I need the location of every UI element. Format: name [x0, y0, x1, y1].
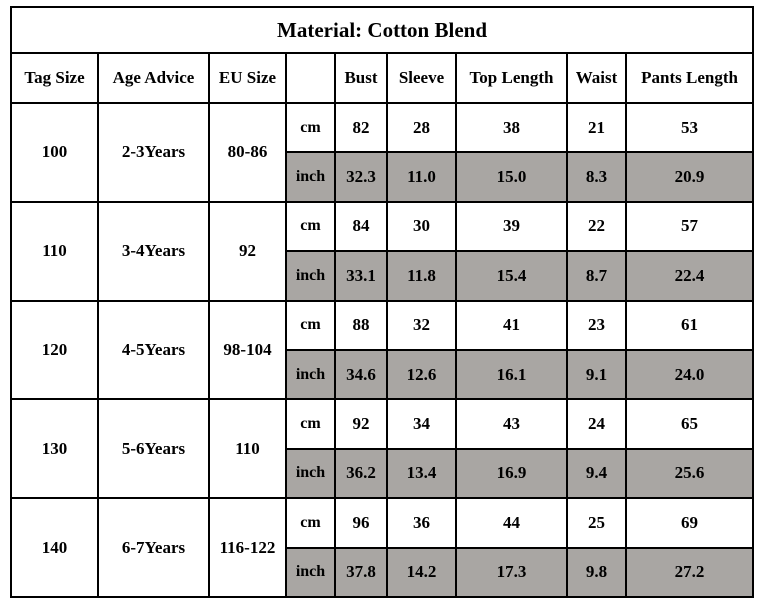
- top-length-inch-cell: 16.9: [455, 447, 568, 500]
- tag-size-cell: 110: [10, 200, 99, 302]
- unit-cm-cell: cm: [285, 398, 336, 450]
- unit-inch-cell: inch: [285, 348, 336, 401]
- sleeve-inch-cell: 12.6: [386, 348, 457, 401]
- header-eu-size: EU Size: [208, 52, 287, 104]
- sleeve-inch-cell: 14.2: [386, 546, 457, 599]
- bust-inch-cell: 33.1: [334, 250, 388, 302]
- header-tag-size: Tag Size: [10, 52, 99, 104]
- tag-size-cell: 120: [10, 299, 99, 401]
- top-length-cm-cell: 41: [455, 299, 568, 351]
- unit-inch-cell: inch: [285, 151, 336, 203]
- waist-cm-cell: 21: [566, 101, 627, 154]
- bust-inch-cell: 34.6: [334, 348, 388, 401]
- bust-inch-cell: 36.2: [334, 447, 388, 500]
- top-length-inch-cell: 17.3: [455, 546, 568, 599]
- pants-length-inch-cell: 24.0: [624, 348, 755, 401]
- waist-inch-cell: 9.8: [566, 546, 627, 599]
- header-pants-length: Pants Length: [624, 52, 755, 104]
- size-table-body: 100 2-3Years 80-86 cm 82 28 38 21 53 inch 32.3 11.0…: [10, 101, 755, 599]
- age-advice-cell: 4-5Years: [97, 299, 210, 401]
- unit-inch-cell: inch: [285, 250, 336, 302]
- header-bust: Bust: [334, 52, 388, 104]
- waist-cm-cell: 22: [566, 200, 627, 253]
- eu-size-cell: 116-122: [208, 497, 287, 598]
- table-row-inch: inch 33.1 11.8 15.4 8.7 22.4: [11, 250, 755, 302]
- header-top-length: Top Length: [455, 52, 568, 104]
- header-unit: [285, 52, 336, 104]
- pants-length-cm-cell: 57: [624, 200, 755, 253]
- age-advice-cell: 2-3Years: [97, 102, 210, 203]
- eu-size-cell: 92: [208, 200, 287, 302]
- bust-cm-cell: 84: [334, 200, 388, 253]
- age-advice-cell: 3-4Years: [97, 200, 210, 302]
- pants-length-cm-cell: 61: [624, 299, 755, 351]
- table-row-cm: 120 4-5Years 98-104 cm 88 32 41 23 61: [10, 299, 755, 401]
- top-length-inch-cell: 16.1: [455, 348, 568, 401]
- age-advice-cell: 5-6Years: [97, 398, 210, 500]
- bust-cm-cell: 96: [334, 497, 388, 549]
- sleeve-cm-cell: 28: [386, 101, 457, 154]
- waist-inch-cell: 9.4: [566, 447, 627, 500]
- top-length-cm-cell: 44: [455, 497, 568, 549]
- waist-cm-cell: 24: [566, 398, 627, 450]
- pants-length-inch-cell: 25.6: [624, 447, 755, 500]
- eu-size-cell: 98-104: [208, 299, 287, 401]
- pants-length-cm-cell: 69: [624, 497, 755, 549]
- tag-size-cell: 100: [10, 102, 99, 203]
- waist-inch-cell: 9.1: [566, 348, 627, 401]
- header-sleeve: Sleeve: [386, 52, 457, 104]
- bust-cm-cell: 82: [334, 101, 388, 154]
- tag-size-cell: 130: [10, 398, 99, 500]
- bust-cm-cell: 92: [334, 398, 388, 450]
- sleeve-cm-cell: 32: [386, 299, 457, 351]
- eu-size-cell: 80-86: [208, 102, 287, 203]
- unit-cm-cell: cm: [285, 101, 336, 154]
- top-length-cm-cell: 39: [455, 200, 568, 253]
- sleeve-inch-cell: 11.0: [386, 151, 457, 203]
- bust-inch-cell: 37.8: [334, 546, 388, 599]
- eu-size-cell: 110: [208, 398, 287, 500]
- unit-cm-cell: cm: [285, 497, 336, 549]
- size-table: Material: Cotton Blend Tag Size Age Advi…: [9, 6, 755, 599]
- unit-cm-cell: cm: [285, 200, 336, 253]
- top-length-inch-cell: 15.4: [455, 250, 568, 302]
- sleeve-inch-cell: 13.4: [386, 447, 457, 500]
- tag-size-cell: 140: [10, 497, 99, 598]
- top-length-cm-cell: 43: [455, 398, 568, 450]
- table-row-cm: 130 5-6Years 110 cm 92 34 43 24 65: [10, 398, 755, 500]
- header-waist: Waist: [566, 52, 627, 104]
- pants-length-inch-cell: 22.4: [624, 250, 755, 302]
- bust-inch-cell: 32.3: [334, 151, 388, 203]
- table-row-cm: 140 6-7Years 116-122 cm 96 36 44 25 69: [10, 497, 755, 598]
- age-advice-cell: 6-7Years: [97, 497, 210, 598]
- table-row-cm: 110 3-4Years 92 cm 84 30 39 22 57: [10, 200, 755, 302]
- sleeve-inch-cell: 11.8: [386, 250, 457, 302]
- pants-length-inch-cell: 20.9: [624, 151, 755, 203]
- pants-length-cm-cell: 65: [624, 398, 755, 450]
- sleeve-cm-cell: 36: [386, 497, 457, 549]
- table-title: Material: Cotton Blend: [9, 6, 755, 54]
- size-chart: Material: Cotton Blend Tag Size Age Advi…: [9, 6, 755, 599]
- unit-inch-cell: inch: [285, 546, 336, 599]
- table-row-inch: inch 36.2 13.4 16.9 9.4 25.6: [11, 447, 755, 500]
- bust-cm-cell: 88: [334, 299, 388, 351]
- waist-inch-cell: 8.3: [566, 151, 627, 203]
- sleeve-cm-cell: 30: [386, 200, 457, 253]
- pants-length-inch-cell: 27.2: [624, 546, 755, 599]
- waist-cm-cell: 23: [566, 299, 627, 351]
- header-age-advice: Age Advice: [97, 52, 210, 104]
- table-row-inch: inch 34.6 12.6 16.1 9.1 24.0: [11, 348, 755, 401]
- sleeve-cm-cell: 34: [386, 398, 457, 450]
- table-row-cm: 100 2-3Years 80-86 cm 82 28 38 21 53: [10, 101, 755, 203]
- unit-inch-cell: inch: [285, 447, 336, 500]
- table-row-inch: inch 37.8 14.2 17.3 9.8 27.2: [11, 546, 755, 599]
- pants-length-cm-cell: 53: [624, 101, 755, 154]
- waist-cm-cell: 25: [566, 497, 627, 549]
- table-row-inch: inch 32.3 11.0 15.0 8.3 20.9: [11, 151, 755, 203]
- unit-cm-cell: cm: [285, 299, 336, 351]
- top-length-cm-cell: 38: [455, 101, 568, 154]
- top-length-inch-cell: 15.0: [455, 151, 568, 203]
- waist-inch-cell: 8.7: [566, 250, 627, 302]
